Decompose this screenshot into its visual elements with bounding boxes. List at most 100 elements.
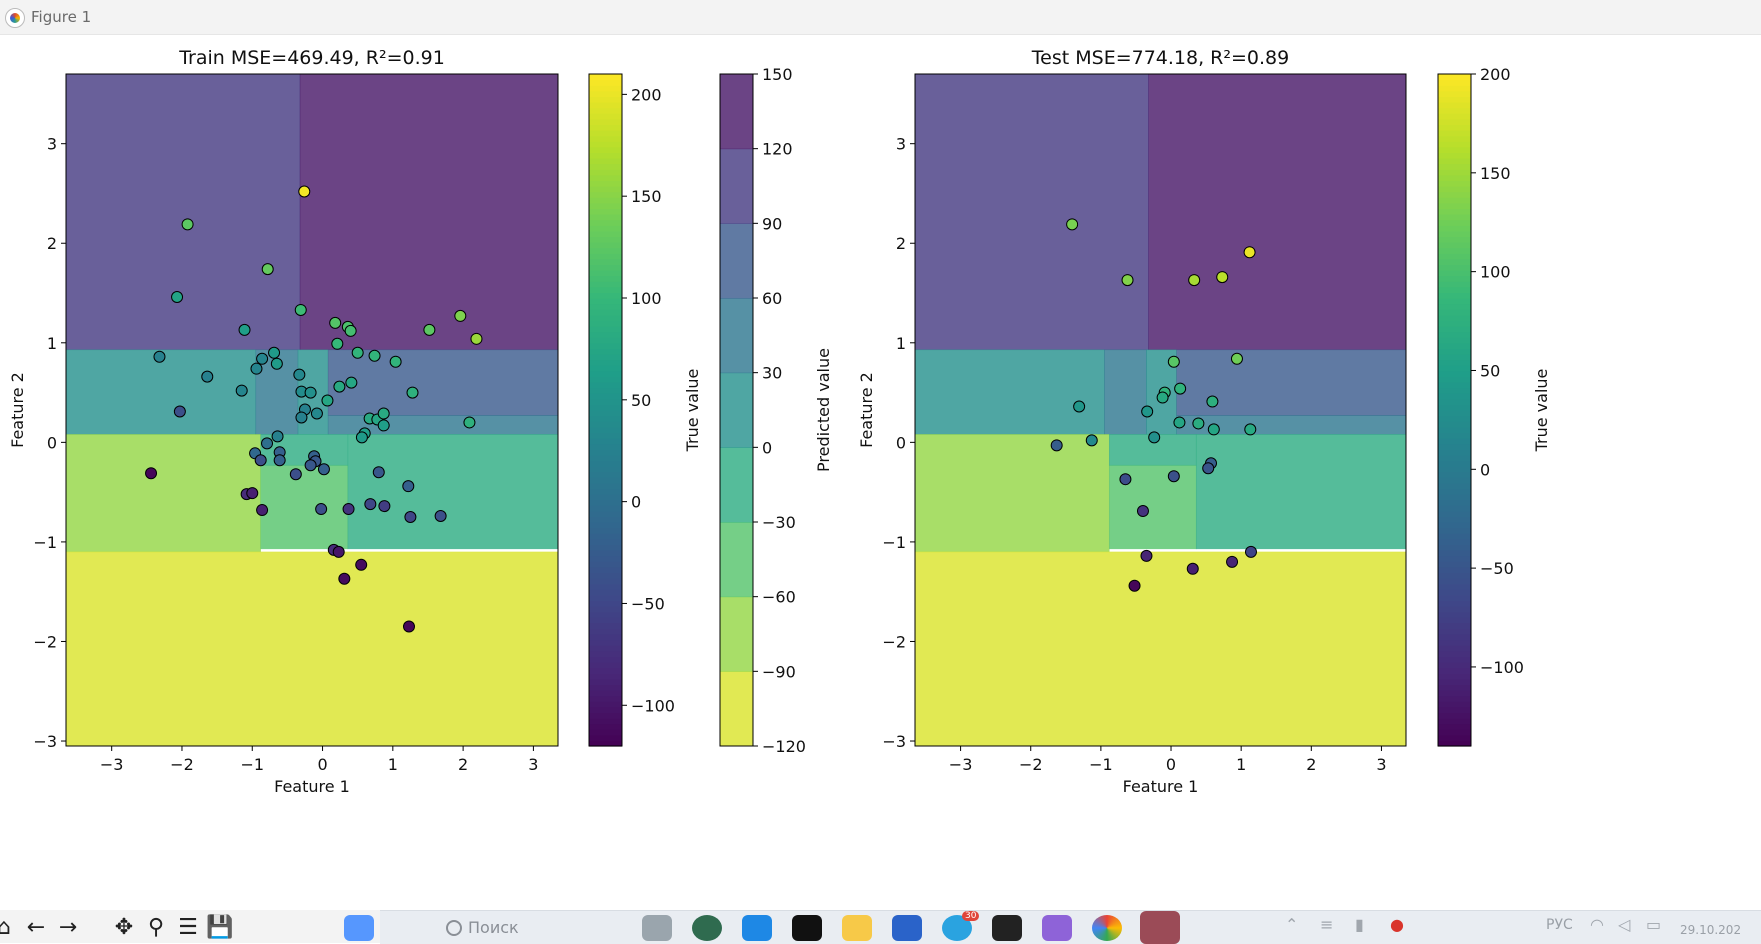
axes1-decision-region [65, 73, 301, 351]
train-true-colorbar-segment [589, 186, 622, 193]
chrome-icon[interactable] [1092, 915, 1122, 941]
test-true-colorbar-segment [1438, 460, 1471, 467]
axes1-xtick-label: 2 [458, 755, 468, 774]
axes2-xtick-label: 2 [1306, 755, 1316, 774]
train-true-colorbar-segment [589, 510, 622, 517]
train-true-colorbar-segment [589, 370, 622, 377]
network-monitor-icon[interactable]: ▮ [1355, 915, 1364, 934]
search-box[interactable]: Поиск [468, 918, 519, 937]
volume-icon[interactable]: ◁ [1618, 915, 1631, 934]
wifi-icon[interactable]: ◠ [1590, 915, 1604, 934]
axes1-data-point [181, 218, 194, 231]
test-true-colorbar-segment [1438, 275, 1471, 282]
axes2-xtick-label: 0 [1166, 755, 1176, 774]
test-true-colorbar-segment [1438, 516, 1471, 523]
train-true-colorbar-segment [589, 684, 622, 691]
train-true-colorbar-segment [589, 96, 622, 103]
test-true-colorbar-tick-label: 0 [1480, 460, 1490, 479]
zoom-icon[interactable]: ⚲ [147, 915, 165, 940]
home-icon[interactable]: ⌂ [0, 915, 11, 940]
equalizer-icon[interactable]: ≡ [1320, 915, 1334, 934]
train-true-colorbar-segment [589, 404, 622, 411]
axes1-data-point [294, 303, 307, 316]
test-true-colorbar-segment [1438, 286, 1471, 293]
train-true-colorbar-segment [589, 331, 622, 338]
test-true-colorbar-segment [1438, 292, 1471, 299]
train-true-colorbar-segment [589, 701, 622, 708]
axes1-data-point [364, 498, 377, 511]
folder-icon[interactable] [842, 915, 872, 941]
test-true-colorbar-segment [1438, 270, 1471, 277]
test-true-colorbar-tick-label: 50 [1480, 361, 1500, 380]
axes2-decision-region [914, 73, 1149, 351]
test-true-colorbar-segment [1438, 309, 1471, 316]
axes2-xtick-label: 1 [1236, 755, 1246, 774]
axes2-ytick-label: −3 [882, 732, 906, 751]
android-icon[interactable] [692, 915, 722, 941]
train-true-colorbar-tick-label: 0 [631, 493, 641, 512]
powershell-icon[interactable] [892, 915, 922, 941]
error-icon[interactable]: ● [1390, 915, 1404, 934]
language-indicator[interactable]: РУС [1546, 917, 1573, 933]
test-true-colorbar-segment [1438, 398, 1471, 405]
test-true-colorbar-segment [1438, 208, 1471, 215]
sun-app-icon[interactable] [792, 915, 822, 941]
taskbar: Поиск 30 ⌃ ≡ ▮ ● РУС ◠ ◁ ▭ 29.10.202 [344, 910, 1761, 944]
axes1-frame [65, 73, 559, 747]
train-true-colorbar-segment [589, 505, 622, 512]
axes1-data-point [351, 346, 364, 359]
axes1-ylabel: Feature 2 [8, 372, 27, 448]
dark-app-icon[interactable] [992, 915, 1022, 941]
train-true-colorbar [588, 73, 627, 747]
chevron-up-icon[interactable]: ⌃ [1285, 915, 1299, 934]
battery-icon[interactable]: ▭ [1646, 915, 1662, 934]
train-true-colorbar-segment [589, 527, 622, 534]
vscode-icon[interactable] [742, 915, 772, 941]
predicted-colorbar-segment [720, 671, 753, 747]
back-icon[interactable]: ← [26, 915, 46, 940]
test-true-colorbar-segment [1438, 449, 1471, 456]
train-true-colorbar-segment [589, 174, 622, 181]
test-true-colorbar-segment [1438, 421, 1471, 428]
axes1-data-point [355, 431, 368, 444]
train-true-colorbar-segment [589, 667, 622, 674]
axes2-data-point [1121, 274, 1134, 287]
nature-widget-icon[interactable] [642, 915, 672, 941]
train-true-colorbar-segment [589, 225, 622, 232]
test-true-colorbar-segment [1438, 482, 1471, 489]
test-true-colorbar-segment [1438, 326, 1471, 333]
test-true-colorbar-segment [1438, 740, 1471, 747]
axes2-data-point [1226, 555, 1239, 568]
test-true-colorbar-segment [1438, 667, 1471, 674]
axes1-data-point [315, 503, 328, 516]
train-true-colorbar-segment [589, 398, 622, 405]
configure-icon[interactable]: ☰ [178, 915, 198, 940]
start-icon[interactable] [344, 915, 374, 941]
test-true-colorbar-segment [1438, 678, 1471, 685]
predicted-colorbar-tick-label: 120 [762, 140, 793, 159]
train-true-colorbar-segment [589, 656, 622, 663]
clock[interactable]: 29.10.202 [1680, 923, 1742, 937]
train-true-colorbar-segment [589, 387, 622, 394]
test-true-colorbar-segment [1438, 258, 1471, 265]
test-true-colorbar-tick-label: 100 [1480, 263, 1511, 282]
train-true-colorbar-segment [589, 286, 622, 293]
forward-icon[interactable]: → [58, 915, 78, 940]
save-icon[interactable]: 💾 [206, 915, 234, 940]
axes1-data-point [317, 463, 330, 476]
axes2-ytick-label: −1 [882, 533, 906, 552]
train-true-colorbar-segment [589, 348, 622, 355]
axes2-ytick-label: 0 [896, 433, 906, 452]
axes1-data-point [329, 316, 342, 329]
axes1-decision-region [299, 73, 559, 351]
crystal-app-icon[interactable] [1042, 915, 1072, 941]
train-true-colorbar-segment [589, 197, 622, 204]
axes1-xtick-label: 1 [388, 755, 398, 774]
train-true-colorbar-segment [589, 712, 622, 719]
test-true-colorbar-segment [1438, 242, 1471, 249]
axes1-data-point [173, 405, 186, 418]
test-true-colorbar-segment [1438, 393, 1471, 400]
pan-icon[interactable]: ✥ [114, 915, 134, 940]
matplotlib-task-icon[interactable] [1140, 911, 1180, 944]
test-true-colorbar-segment [1438, 729, 1471, 736]
